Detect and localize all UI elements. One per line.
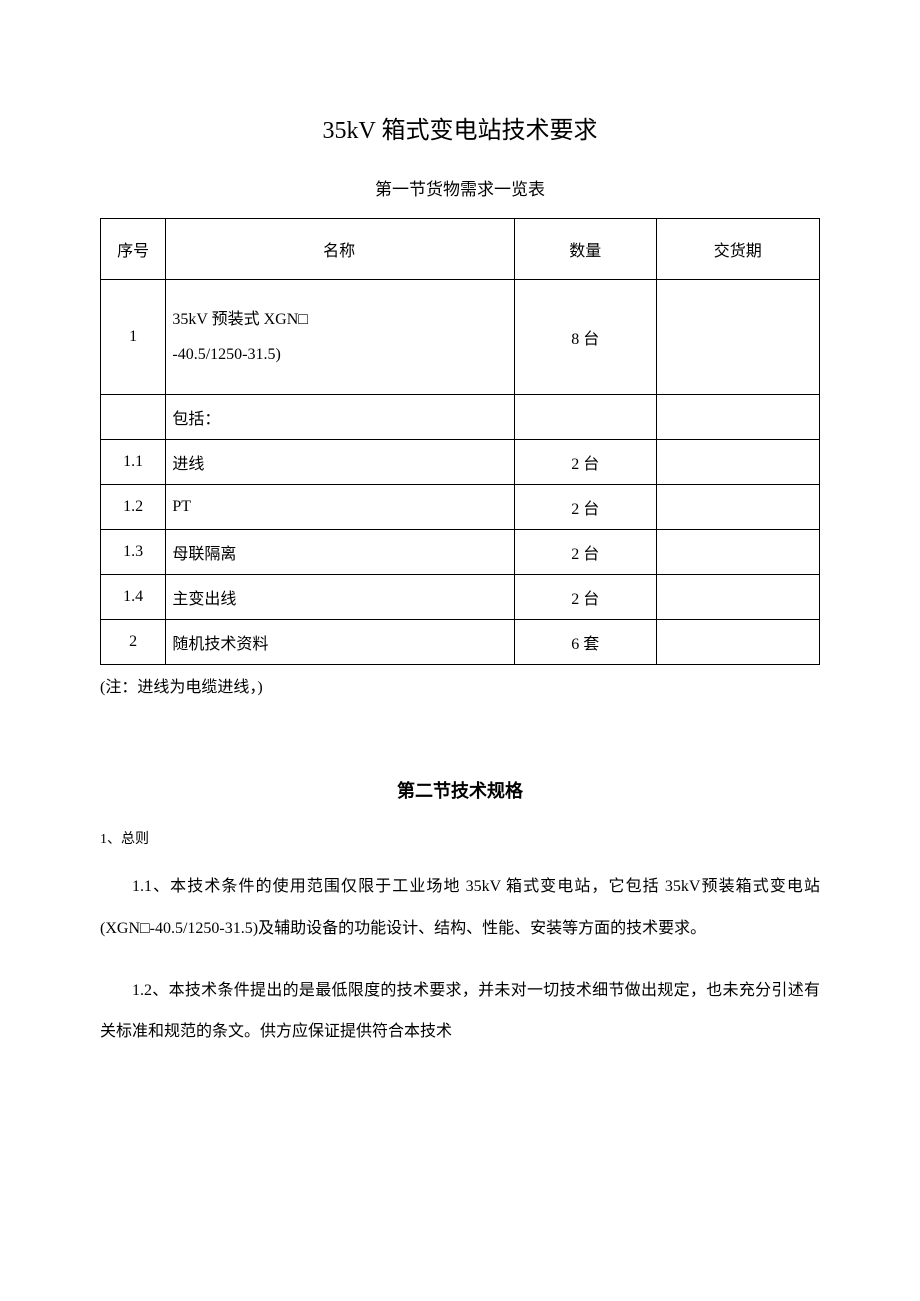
col-header-delivery: 交货期 bbox=[656, 219, 819, 280]
cell-qty: 2 台 bbox=[514, 530, 656, 575]
cell-seq: 1 bbox=[101, 280, 166, 395]
section1-heading: 第一节货物需求一览表 bbox=[100, 175, 820, 200]
table-row: 2 随机技术资料 6 套 bbox=[101, 620, 820, 665]
table-row: 1.1 进线 2 台 bbox=[101, 440, 820, 485]
cell-name: 进线 bbox=[166, 440, 515, 485]
subsection-label: 1、总则 bbox=[100, 828, 820, 848]
cell-delivery bbox=[656, 395, 819, 440]
cell-delivery bbox=[656, 440, 819, 485]
cell-qty: 6 套 bbox=[514, 620, 656, 665]
cell-name-line2: -40.5/1250-31.5) bbox=[172, 346, 280, 363]
cell-name: 母联隔离 bbox=[166, 530, 515, 575]
paragraph-1-1: 1.1、本技术条件的使用范围仅限于工业场地 35kV 箱式变电站，它包括 35k… bbox=[100, 866, 820, 949]
cell-name: 随机技术资料 bbox=[166, 620, 515, 665]
col-header-qty: 数量 bbox=[514, 219, 656, 280]
cell-seq: 2 bbox=[101, 620, 166, 665]
cell-seq: 1.3 bbox=[101, 530, 166, 575]
table-row: 1.3 母联隔离 2 台 bbox=[101, 530, 820, 575]
col-header-seq: 序号 bbox=[101, 219, 166, 280]
col-header-name: 名称 bbox=[166, 219, 515, 280]
cell-seq: 1.2 bbox=[101, 485, 166, 530]
table-note: (注：进线为电缆进线，) bbox=[100, 673, 820, 697]
cell-delivery bbox=[656, 620, 819, 665]
cell-delivery bbox=[656, 575, 819, 620]
table-row: 1 35kV 预装式 XGN□ -40.5/1250-31.5) 8 台 bbox=[101, 280, 820, 395]
table-row: 1.4 主变出线 2 台 bbox=[101, 575, 820, 620]
cell-qty bbox=[514, 395, 656, 440]
cell-qty: 2 台 bbox=[514, 485, 656, 530]
goods-table: 序号 名称 数量 交货期 1 35kV 预装式 XGN□ -40.5/1250-3… bbox=[100, 218, 820, 665]
section2-heading: 第二节技术规格 bbox=[100, 777, 820, 803]
cell-name: 主变出线 bbox=[166, 575, 515, 620]
cell-name: 35kV 预装式 XGN□ -40.5/1250-31.5) bbox=[166, 280, 515, 395]
cell-delivery bbox=[656, 485, 819, 530]
cell-delivery bbox=[656, 280, 819, 395]
table-row: 包括： bbox=[101, 395, 820, 440]
table-header-row: 序号 名称 数量 交货期 bbox=[101, 219, 820, 280]
cell-seq: 1.4 bbox=[101, 575, 166, 620]
cell-seq bbox=[101, 395, 166, 440]
cell-name: PT bbox=[166, 485, 515, 530]
cell-name-line1: 35kV 预装式 XGN□ bbox=[172, 311, 308, 328]
paragraph-1-2: 1.2、本技术条件提出的是最低限度的技术要求，并未对一切技术细节做出规定，也未充… bbox=[100, 970, 820, 1053]
cell-seq: 1.1 bbox=[101, 440, 166, 485]
table-row: 1.2 PT 2 台 bbox=[101, 485, 820, 530]
cell-qty: 2 台 bbox=[514, 575, 656, 620]
cell-name: 包括： bbox=[166, 395, 515, 440]
cell-delivery bbox=[656, 530, 819, 575]
cell-qty: 2 台 bbox=[514, 440, 656, 485]
page-title: 35kV 箱式变电站技术要求 bbox=[100, 110, 820, 145]
cell-qty: 8 台 bbox=[514, 280, 656, 395]
